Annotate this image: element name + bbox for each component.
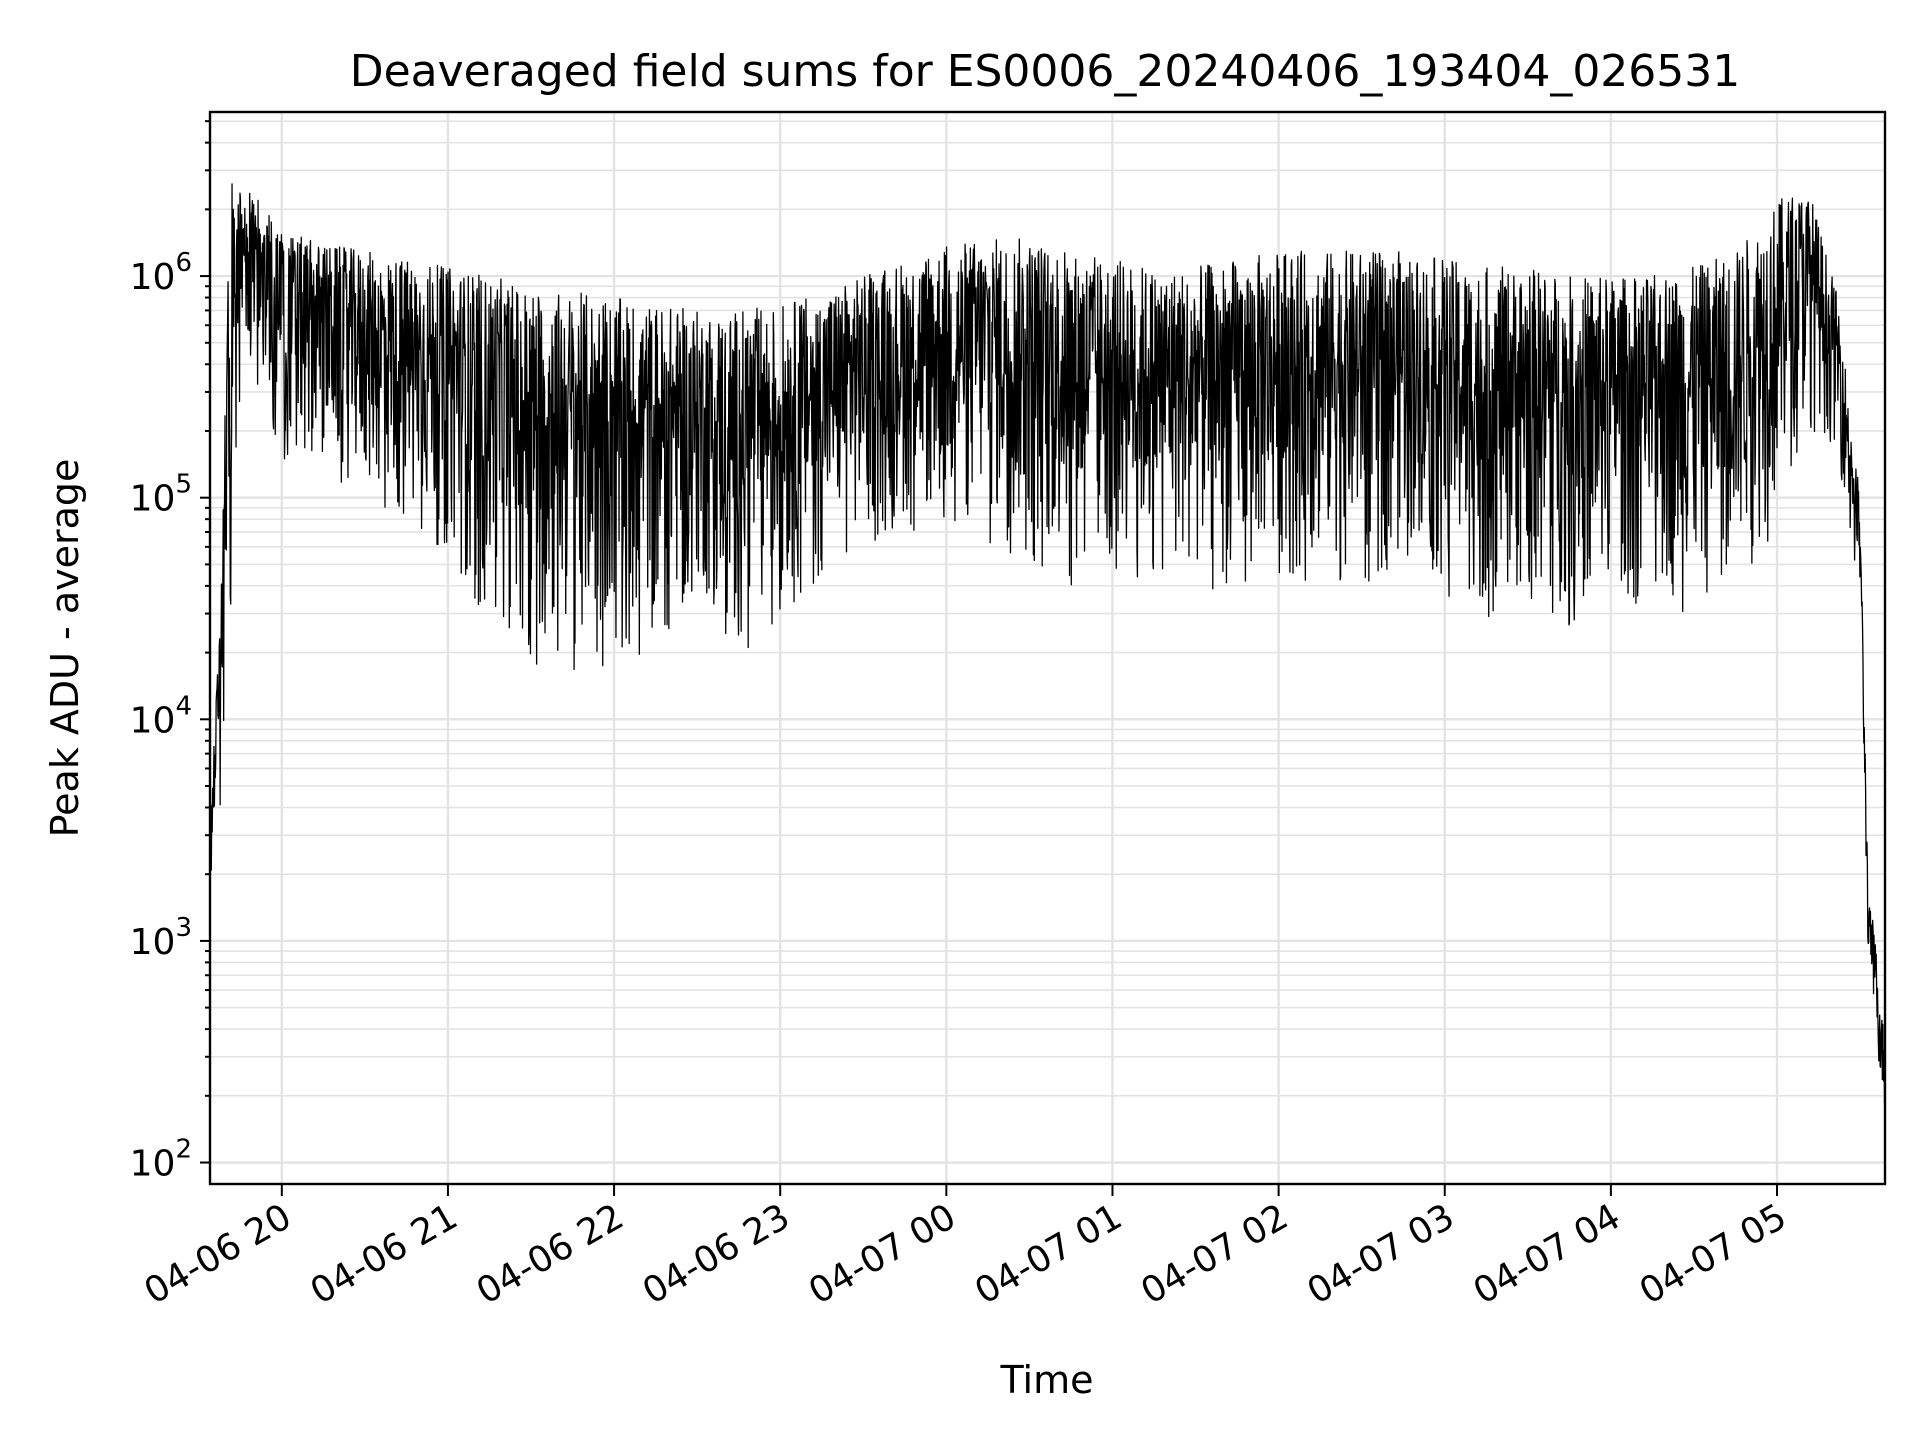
plot-frame xyxy=(208,110,1887,1186)
chart-title: Deaveraged field sums for ES0006_2024040… xyxy=(350,46,1741,97)
series-line xyxy=(209,183,1886,1104)
y-tick-label: 105 xyxy=(130,470,192,520)
x-axis-label: Time xyxy=(1000,1358,1094,1402)
y-axis-label: Peak ADU - average xyxy=(43,459,87,838)
series-line-group xyxy=(209,183,1886,1104)
y-axis: 102 103 104 105 106 xyxy=(130,120,210,1185)
y-tick-label: 104 xyxy=(130,691,192,741)
y-tick-label: 102 xyxy=(130,1135,192,1185)
y-tick-label: 103 xyxy=(130,913,192,963)
y-tick-label: 106 xyxy=(130,248,192,298)
